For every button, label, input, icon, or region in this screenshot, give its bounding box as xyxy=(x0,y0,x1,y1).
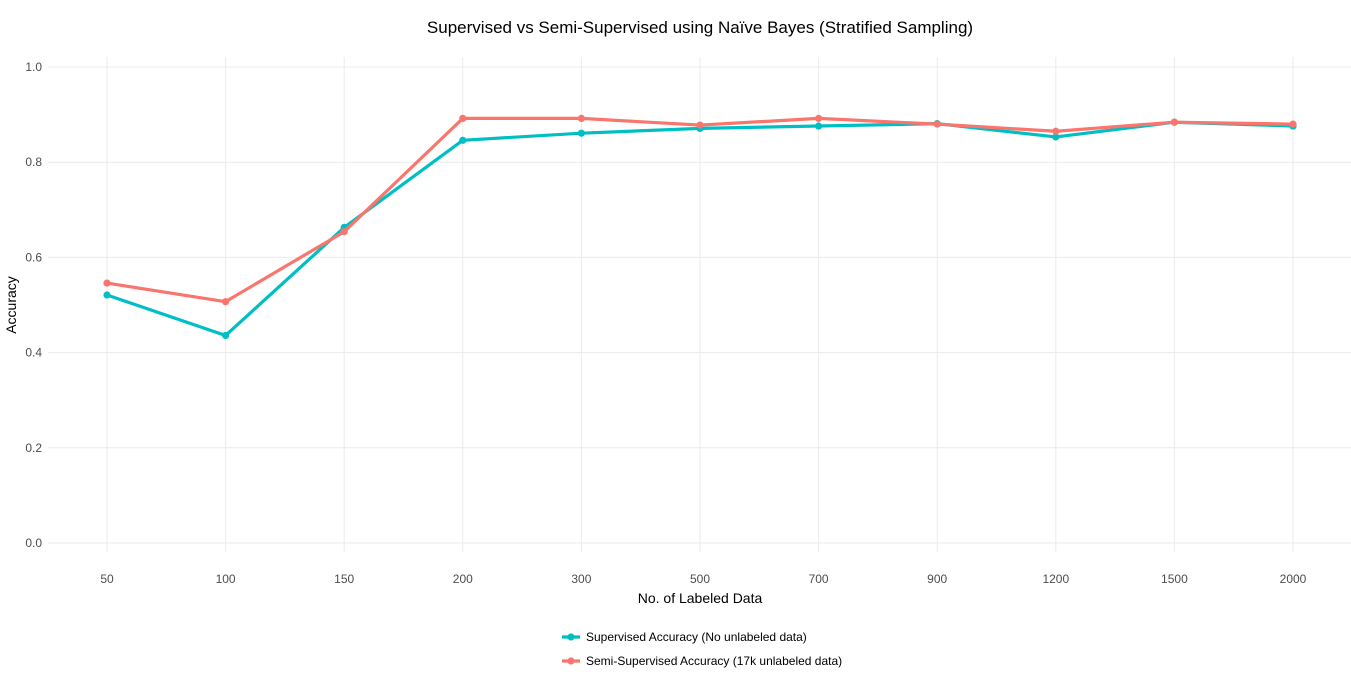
series-semi-supervised xyxy=(103,114,1297,306)
data-point xyxy=(577,129,586,137)
y-axis-title: Accuracy xyxy=(3,276,19,334)
x-tick-label: 700 xyxy=(809,572,829,586)
x-axis-title: No. of Labeled Data xyxy=(638,590,763,606)
data-point xyxy=(815,114,823,123)
data-point xyxy=(222,298,230,306)
data-point xyxy=(1289,120,1297,128)
legend-label: Semi-Supervised Accuracy (17k unlabeled … xyxy=(586,654,842,668)
series-layer xyxy=(103,114,1297,340)
x-tick-label: 50 xyxy=(100,572,114,586)
y-tick-label: 0.4 xyxy=(25,346,42,360)
y-tick-label: 0.0 xyxy=(25,536,42,550)
legend-item: Semi-Supervised Accuracy (17k unlabeled … xyxy=(562,654,842,668)
legend: Supervised Accuracy (No unlabeled data) S… xyxy=(562,630,842,668)
x-tick-label: 2000 xyxy=(1280,572,1307,586)
data-point xyxy=(103,291,111,299)
y-tick-label: 0.2 xyxy=(25,441,42,455)
x-tick-label: 100 xyxy=(216,572,236,586)
x-tick-label: 300 xyxy=(571,572,591,586)
data-point xyxy=(103,279,111,287)
data-point xyxy=(815,122,823,130)
x-tick-label: 500 xyxy=(690,572,710,586)
data-point xyxy=(1052,133,1060,141)
data-point xyxy=(1052,127,1060,135)
data-point xyxy=(459,114,467,123)
data-point xyxy=(696,121,704,129)
y-tick-label: 1.0 xyxy=(25,60,42,74)
x-tick-label: 200 xyxy=(453,572,473,586)
data-point xyxy=(459,136,467,144)
x-tick-labels: 50 100 150 200 300 500 700 900 1200 1500 2000 xyxy=(100,572,1306,586)
data-point xyxy=(933,120,941,128)
data-point xyxy=(340,228,348,236)
legend-label: Supervised Accuracy (No unlabeled data) xyxy=(586,630,807,644)
legend-key-point xyxy=(567,657,575,665)
x-tick-label: 900 xyxy=(927,572,947,586)
data-point xyxy=(577,114,586,123)
x-tick-label: 1200 xyxy=(1042,572,1069,586)
chart-title: Supervised vs Semi-Supervised using Naïv… xyxy=(427,18,973,37)
grid-layer xyxy=(48,57,1351,552)
data-point xyxy=(222,331,230,340)
x-tick-label: 1500 xyxy=(1161,572,1188,586)
y-tick-label: 0.8 xyxy=(25,155,42,169)
y-tick-labels: 0.0 0.2 0.4 0.6 0.8 1.0 xyxy=(25,60,42,550)
legend-key-point xyxy=(567,633,575,641)
y-tick-label: 0.6 xyxy=(25,250,42,264)
legend-item: Supervised Accuracy (No unlabeled data) xyxy=(562,630,807,644)
data-point xyxy=(1170,118,1178,126)
x-tick-label: 150 xyxy=(334,572,354,586)
